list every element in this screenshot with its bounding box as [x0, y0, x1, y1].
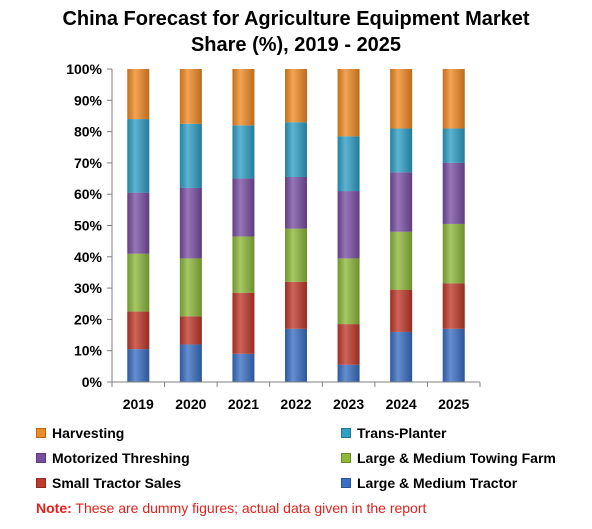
bar-segment-shade	[127, 119, 150, 193]
note: Note: These are dummy figures; actual da…	[36, 500, 426, 516]
legend-item-motorized-threshing: Motorized Threshing	[36, 450, 190, 466]
x-tick-label: 2022	[280, 396, 311, 412]
bar-segment-shade	[442, 162, 465, 224]
bar-segment-shade	[285, 176, 307, 229]
bars	[127, 69, 465, 382]
bar-segment-shade	[442, 283, 465, 329]
x-tick-label: 2025	[438, 396, 469, 412]
y-tick-label: 20%	[74, 311, 103, 327]
bar-segment-shade	[127, 349, 150, 382]
legend-label: Large & Medium Tractor	[357, 475, 518, 491]
bar-segment-shade	[127, 192, 150, 254]
chart-title-line1: China Forecast for Agriculture Equipment…	[62, 8, 530, 30]
bar-segment-shade	[285, 122, 307, 177]
legend-swatch	[36, 478, 46, 488]
y-tick-label: 100%	[66, 61, 102, 77]
legend-item-small-tractor-sales: Small Tractor Sales	[36, 475, 181, 491]
x-axis: 2019 2020 2021 2022 2023 2024 2025	[111, 381, 481, 412]
bar-segment-shade	[390, 69, 413, 129]
x-tick-label: 2021	[228, 396, 259, 412]
bar-segment-shade	[390, 172, 413, 232]
x-tick-label: 2024	[386, 396, 417, 412]
legend-swatch	[341, 428, 351, 438]
x-tick-label: 2020	[175, 396, 206, 412]
bar-segment-shade	[285, 69, 307, 123]
legend: Harvesting Trans-Planter Motorized Thres…	[0, 421, 592, 496]
bar-segment-shade	[337, 324, 360, 365]
chart-title: China Forecast for Agriculture Equipment…	[0, 6, 592, 58]
bar-segment-shade	[285, 281, 307, 329]
legend-item-large-medium-tractor: Large & Medium Tractor	[341, 475, 517, 491]
legend-swatch	[341, 478, 351, 488]
bar-segment-shade	[442, 223, 465, 284]
bar-segment-shade	[127, 311, 150, 350]
bar-segment-shade	[337, 258, 360, 325]
bar-segment-shade	[442, 328, 465, 382]
bar-segment-shade	[390, 128, 413, 173]
y-tick-label: 70%	[74, 155, 103, 171]
legend-swatch	[341, 453, 351, 463]
bar-segment-shade	[390, 331, 413, 382]
legend-swatch	[36, 453, 46, 463]
bar-segment-shade	[232, 125, 255, 179]
bar-segment-shade	[179, 69, 202, 124]
legend-label: Harvesting	[52, 425, 125, 441]
x-tick-label: 2019	[123, 396, 154, 412]
bar-segment-shade	[232, 236, 255, 293]
bar-segment-shade	[390, 231, 413, 290]
bar-segment-shade	[232, 292, 255, 354]
bar-segment-shade	[179, 316, 202, 345]
legend-label: Small Tractor Sales	[52, 475, 182, 491]
y-tick-label: 80%	[74, 124, 103, 140]
y-tick-label: 0%	[82, 374, 103, 390]
bar-segment-shade	[179, 258, 202, 317]
bar-segment-shade	[127, 69, 150, 120]
y-tick-label: 30%	[74, 280, 103, 296]
note-label: Note:	[36, 500, 72, 516]
bar-segment-shade	[179, 123, 202, 188]
bar-segment-shade	[127, 253, 150, 312]
y-tick-label: 40%	[74, 249, 103, 265]
bar-segment-shade	[337, 136, 360, 192]
chart-title-line2: Share (%), 2019 - 2025	[190, 34, 402, 56]
bar-segment-shade	[232, 353, 255, 382]
y-tick-label: 60%	[74, 186, 103, 202]
legend-swatch	[36, 428, 46, 438]
legend-item-large-medium-towing-farm: Large & Medium Towing Farm	[341, 450, 556, 466]
note-text: These are dummy figures; actual data giv…	[75, 500, 427, 516]
bar-segment-shade	[337, 364, 360, 382]
bar-segment-shade	[442, 69, 465, 129]
x-tick-label: 2023	[333, 396, 364, 412]
bar-segment-shade	[285, 228, 307, 282]
bar-segment-shade	[337, 191, 360, 259]
y-axis: 0% 10% 20% 30% 40% 50% 60% 70% 80% 90% 100%	[66, 61, 113, 390]
bar-segment-shade	[285, 328, 307, 382]
legend-item-harvesting: Harvesting	[36, 425, 124, 441]
legend-label: Motorized Threshing	[52, 450, 190, 466]
bar-segment-shade	[337, 69, 360, 137]
legend-label: Trans-Planter	[357, 425, 447, 441]
bar-segment-shade	[232, 178, 255, 237]
legend-item-trans-planter: Trans-Planter	[341, 425, 446, 441]
y-tick-label: 10%	[74, 343, 103, 359]
bar-segment-shade	[179, 187, 202, 259]
y-tick-label: 50%	[74, 218, 103, 234]
bar-segment-shade	[232, 69, 255, 126]
bar-segment-shade	[442, 128, 465, 163]
y-tick-label: 90%	[74, 92, 103, 108]
legend-label: Large & Medium Towing Farm	[357, 450, 556, 466]
bar-segment-shade	[390, 289, 413, 332]
bar-segment-shade	[179, 344, 202, 382]
